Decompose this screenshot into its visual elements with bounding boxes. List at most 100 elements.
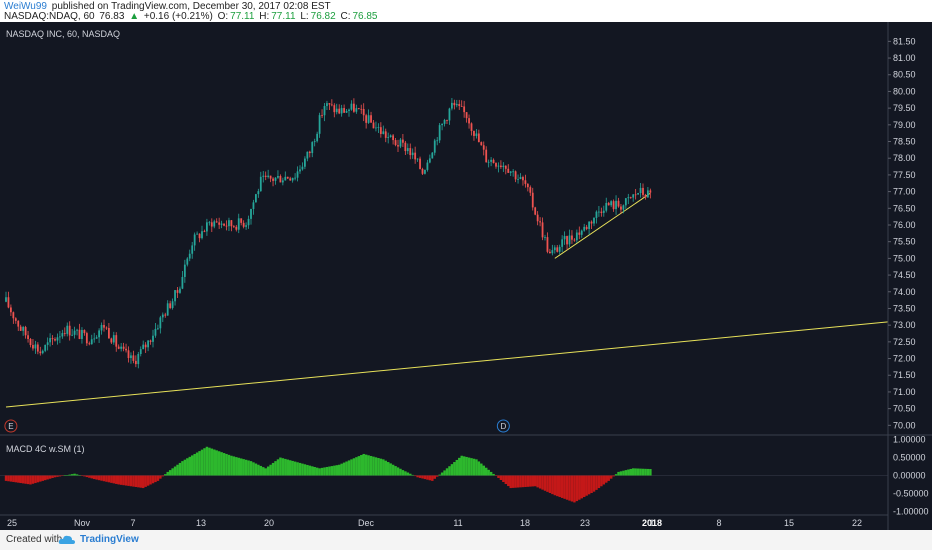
candle-body <box>602 210 605 213</box>
low-label: L: <box>300 11 309 22</box>
price-tick-label: 72.50 <box>893 337 916 347</box>
candle-body <box>245 225 247 227</box>
macd-bar <box>7 475 10 482</box>
macd-bar <box>193 453 196 476</box>
candle-body <box>546 237 549 252</box>
macd-bar <box>636 468 640 476</box>
candle-body <box>274 177 277 181</box>
macd-bar <box>438 474 441 476</box>
candle-body <box>480 142 483 146</box>
macd-bar <box>342 462 346 476</box>
chart-background <box>0 22 932 530</box>
candle-body <box>19 326 22 331</box>
candle-body <box>632 194 635 198</box>
event-marker[interactable] <box>496 419 510 433</box>
candle-body <box>360 108 363 110</box>
macd-bar <box>186 458 189 476</box>
low-value: 76.82 <box>310 11 336 22</box>
candle-body <box>193 234 196 246</box>
candle-body <box>382 131 385 134</box>
macd-bar <box>173 466 177 476</box>
indicator-label: MACD 4C w.SM (1) <box>6 444 85 454</box>
macd-bar <box>181 461 184 476</box>
candle-body <box>115 335 118 347</box>
candle-body <box>201 231 203 239</box>
candle-body <box>617 200 620 207</box>
candle-body <box>419 158 421 169</box>
price-tick-label: 80.00 <box>893 86 916 96</box>
price-tick-label: 74.50 <box>893 270 916 280</box>
macd-bar <box>279 457 282 476</box>
candle-body <box>585 226 588 229</box>
candle-body <box>83 330 86 334</box>
candle-body <box>624 198 627 206</box>
chart-canvas[interactable]: 81.50 81.00 80.50 80.00 79.50 79.00 78.50 78.00… <box>0 22 932 530</box>
candle-body <box>583 226 586 231</box>
macd-bar <box>31 475 35 484</box>
candle-body <box>90 339 93 345</box>
macd-bar <box>485 467 488 476</box>
candle-body <box>392 135 394 141</box>
macd-bar <box>296 462 299 476</box>
macd-bar <box>462 456 466 476</box>
candle-body <box>210 222 213 227</box>
candle-body <box>544 237 546 238</box>
macd-bar <box>470 458 473 476</box>
candle-body <box>495 163 497 167</box>
candle-body <box>169 303 172 308</box>
macd-bar <box>585 475 588 496</box>
time-tick-label: 15 <box>784 518 794 528</box>
candle-body <box>514 171 517 180</box>
candle-body <box>95 337 98 339</box>
candle-body <box>250 208 252 219</box>
macd-bar <box>119 475 123 485</box>
macd-axis[interactable]: 1.00000 0.50000 0.00000 -0.50000 -1.00000 <box>893 435 929 517</box>
candle-body <box>443 120 446 124</box>
macd-bar <box>26 475 30 485</box>
candle-body <box>255 194 257 203</box>
macd-bar <box>399 468 402 476</box>
tradingview-logo-text[interactable]: TradingView <box>80 534 139 545</box>
candle-body <box>426 162 429 170</box>
macd-bar <box>105 475 108 482</box>
trendline[interactable] <box>554 192 651 259</box>
candle-body <box>186 258 189 265</box>
candle-layer <box>5 97 652 369</box>
candle-body <box>607 202 610 206</box>
candle-body <box>191 245 194 254</box>
footer-bar: Created with TradingView <box>0 530 932 550</box>
macd-bar <box>534 475 537 487</box>
candle-body <box>112 335 115 343</box>
macd-bar <box>303 464 307 476</box>
last-price: 76.83 <box>99 11 125 22</box>
macd-bar <box>617 471 620 476</box>
macd-bar <box>232 456 236 476</box>
candle-body <box>531 192 534 208</box>
macd-bar <box>325 466 329 476</box>
macd-bar <box>364 454 368 476</box>
price-tick-label: 76.00 <box>893 220 916 230</box>
macd-bar <box>492 473 495 476</box>
author-link[interactable]: WeiWu99 <box>4 1 47 12</box>
price-axis[interactable]: 81.50 81.00 80.50 80.00 79.50 79.00 78.50 78.00… <box>888 36 916 430</box>
macd-bar <box>222 453 226 476</box>
time-tick-label: 11 <box>453 518 462 528</box>
candle-body <box>529 187 532 193</box>
candle-body <box>470 123 473 131</box>
macd-bar <box>70 474 74 476</box>
macd-bar <box>475 459 478 476</box>
candle-body <box>71 334 74 336</box>
macd-bar <box>259 465 263 476</box>
macd-bar <box>66 475 69 476</box>
event-marker[interactable] <box>4 419 18 433</box>
macd-bar <box>583 475 586 498</box>
macd-bar <box>301 463 304 476</box>
macd-bar <box>139 475 142 488</box>
macd-bar <box>487 469 490 476</box>
macd-bar <box>311 466 314 476</box>
candle-body <box>144 344 147 348</box>
candle-body <box>24 327 27 336</box>
trendline[interactable] <box>5 321 889 408</box>
